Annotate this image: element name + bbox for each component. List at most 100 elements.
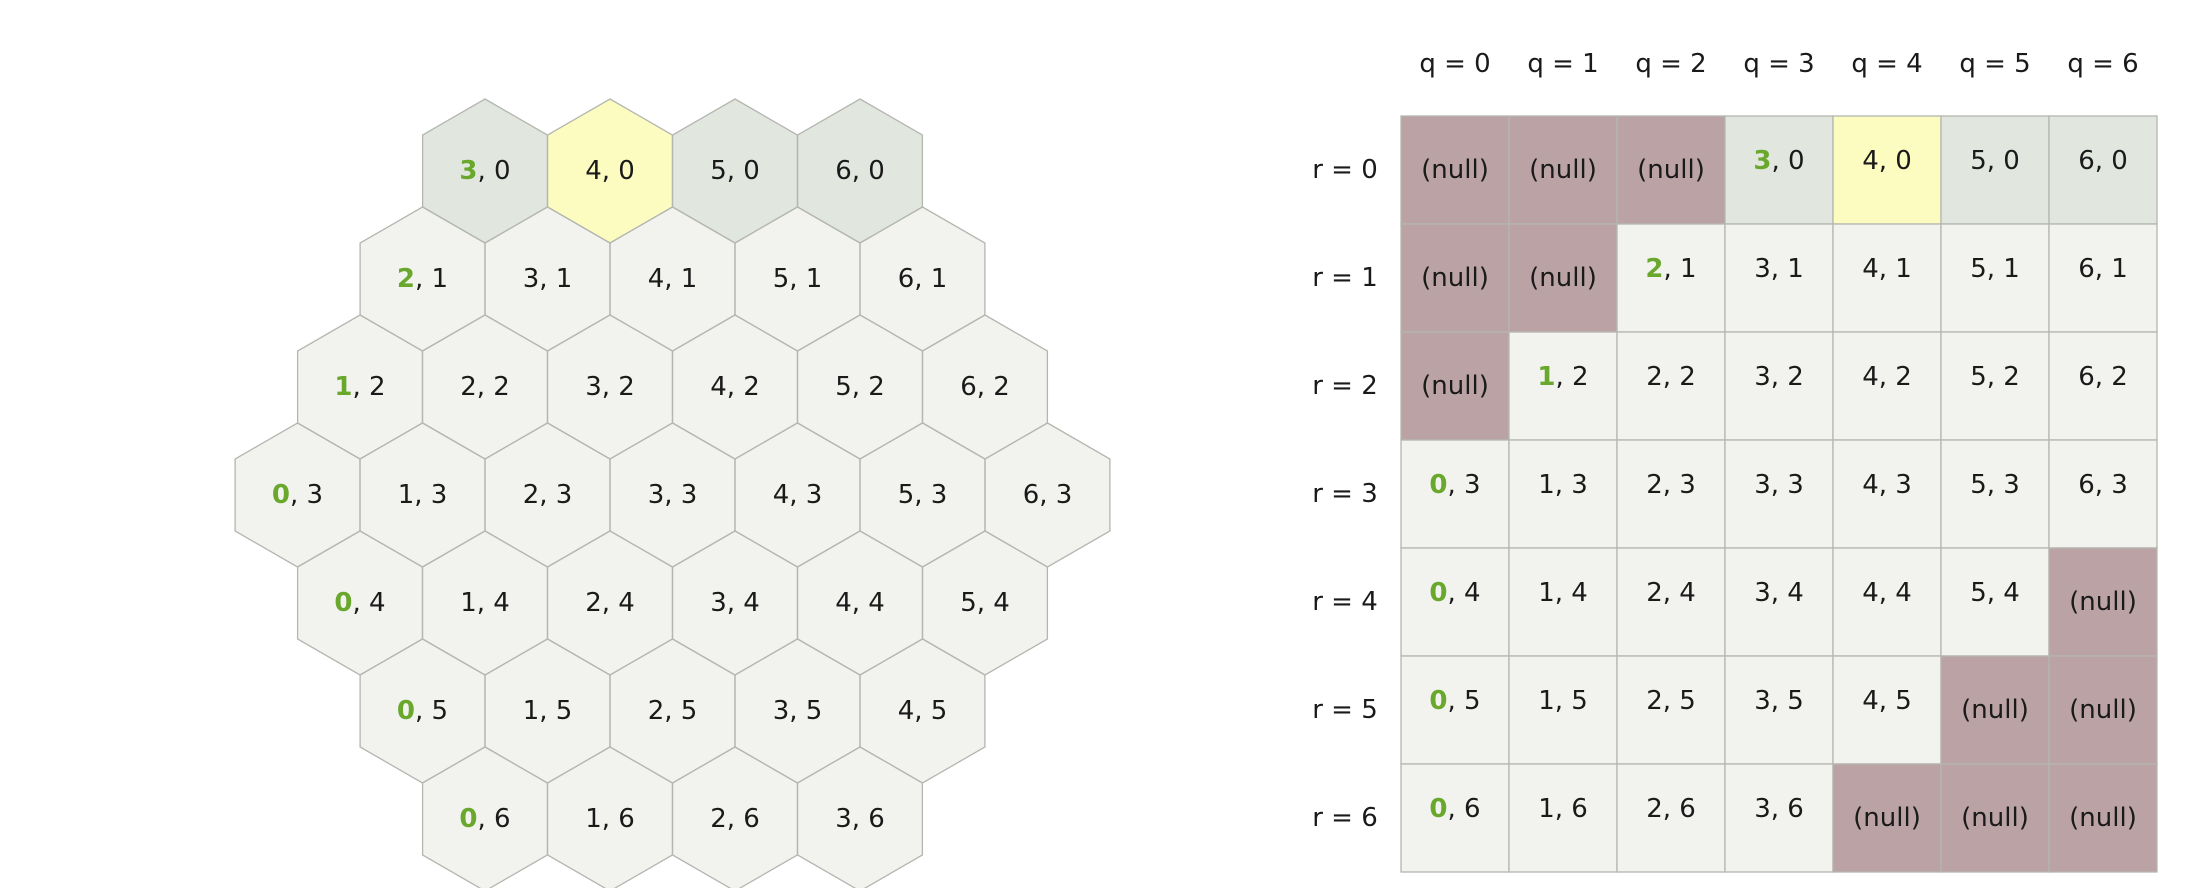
table-cell-4-4: 4, 4 [1832,547,1942,657]
table-cell-label: 2, 2 [1646,362,1696,392]
hex-cell-4-3: 4, 3 [734,422,861,568]
table-cell-0-6: 0, 6 [1400,763,1510,873]
table-cell-bg [1508,223,1618,333]
null-label: (null) [1421,263,1489,293]
hex-label: 4, 5 [898,696,948,726]
table-cell-bg [1508,115,1618,225]
table-cell-label: 5, 3 [1970,470,2020,500]
column-header-q2: q = 2 [1635,49,1706,79]
null-cell-0-2: (null) [1400,331,1510,441]
null-cell-2-0: (null) [1616,115,1726,225]
hex-cell-4-0: 4, 0 [546,98,674,244]
table-cell-3-6: 3, 6 [1724,763,1834,873]
table-cell-5-1: 5, 1 [1940,223,2050,333]
row-header-r5: r = 5 [1312,695,1378,725]
table-cell-3-4: 3, 4 [1724,547,1834,657]
column-header-q3: q = 3 [1743,49,1814,79]
hex-cell-5-4: 5, 4 [921,530,1049,676]
table-cell-4-1: 4, 1 [1832,223,1942,333]
hex-cell-2-2: 2, 2 [421,314,549,460]
column-header-q0: q = 0 [1419,49,1490,79]
null-cell-1-1: (null) [1508,223,1618,333]
null-cell-6-5: (null) [2048,655,2158,765]
null-cell-5-6: (null) [1940,763,2050,873]
hex-label: 6, 1 [898,264,948,294]
table-cell-bg [1616,655,1726,765]
table-cell-label: 0, 4 [1429,578,1480,608]
table-cell-label: 3, 5 [1754,686,1804,716]
null-label: (null) [2069,803,2137,833]
row-header-r6: r = 6 [1312,803,1378,833]
hex-cell-4-4: 4, 4 [796,530,924,676]
table-cell-1-5: 1, 5 [1508,655,1618,765]
table-cell-label: 4, 4 [1862,578,1912,608]
table-cell-label: 2, 3 [1646,470,1696,500]
table-cell-2-6: 2, 6 [1616,763,1726,873]
null-label: (null) [1961,803,2029,833]
row-header-r3: r = 3 [1312,479,1378,509]
table-cell-2-4: 2, 4 [1616,547,1726,657]
null-cell-1-0: (null) [1508,115,1618,225]
hex-label: 1, 3 [398,480,448,510]
table-cell-label: 3, 1 [1754,254,1804,284]
table-cell-6-0: 6, 0 [2048,115,2158,225]
table-cell-bg [1940,547,2050,657]
table-cell-label: 5, 0 [1970,146,2020,176]
null-label: (null) [1421,371,1489,401]
hex-label: 3, 6 [835,804,885,834]
table-cell-bg [1724,115,1834,225]
hex-label: 0, 4 [334,588,385,618]
table-cell-4-0: 4, 0 [1832,115,1942,225]
hex-label: 5, 4 [960,588,1010,618]
null-cell-5-5: (null) [1940,655,2050,765]
hex-label: 2, 4 [585,588,635,618]
hex-label: 4, 2 [710,372,760,402]
table-cell-bg [1508,655,1618,765]
hex-cell-6-0: 6, 0 [796,98,924,244]
hex-cell-0-5: 0, 5 [359,638,486,784]
hex-label: 1, 6 [585,804,635,834]
table-cell-4-3: 4, 3 [1832,439,1942,549]
table-cell-2-3: 2, 3 [1616,439,1726,549]
table-cell-bg [2048,763,2158,873]
null-label: (null) [1421,155,1489,185]
hex-label: 0, 6 [459,804,510,834]
table-cell-label: 5, 4 [1970,578,2020,608]
table-cell-6-1: 6, 1 [2048,223,2158,333]
table-cell-3-3: 3, 3 [1724,439,1834,549]
table-cell-label: 4, 2 [1862,362,1912,392]
hex-cell-4-2: 4, 2 [671,314,799,460]
row-header-r1: r = 1 [1312,263,1378,293]
table-cell-label: 1, 5 [1538,686,1588,716]
table-cell-bg [1832,223,1942,333]
table-cell-bg [2048,115,2158,225]
null-label: (null) [1853,803,1921,833]
table-cell-3-0: 3, 0 [1724,115,1834,225]
table-cell-3-5: 3, 5 [1724,655,1834,765]
hex-label: 2, 5 [648,696,698,726]
hex-label: 2, 1 [397,264,448,294]
table-cell-bg [1832,115,1942,225]
table-cell-bg [1724,763,1834,873]
hex-label: 2, 6 [710,804,760,834]
table-cell-6-3: 6, 3 [2048,439,2158,549]
table-cell-label: 3, 6 [1754,794,1804,824]
hex-label: 1, 2 [334,372,385,402]
table-cell-label: 0, 5 [1429,686,1480,716]
table-cell-label: 3, 2 [1754,362,1804,392]
table-cell-bg [1832,763,1942,873]
table-cell-label: 6, 1 [2078,254,2128,284]
hex-label: 5, 1 [773,264,823,294]
table-cell-bg [1508,547,1618,657]
table-cell-bg [1724,547,1834,657]
row-header-r0: r = 0 [1312,155,1378,185]
table-cell-bg [2048,547,2158,657]
table-cell-label: 3, 0 [1753,146,1804,176]
column-header-q5: q = 5 [1959,49,2030,79]
table-cell-label: 2, 5 [1646,686,1696,716]
table-cell-bg [1400,547,1510,657]
table-cell-2-1: 2, 1 [1616,223,1726,333]
table-cell-1-4: 1, 4 [1508,547,1618,657]
table-cell-1-6: 1, 6 [1508,763,1618,873]
table-cell-5-4: 5, 4 [1940,547,2050,657]
